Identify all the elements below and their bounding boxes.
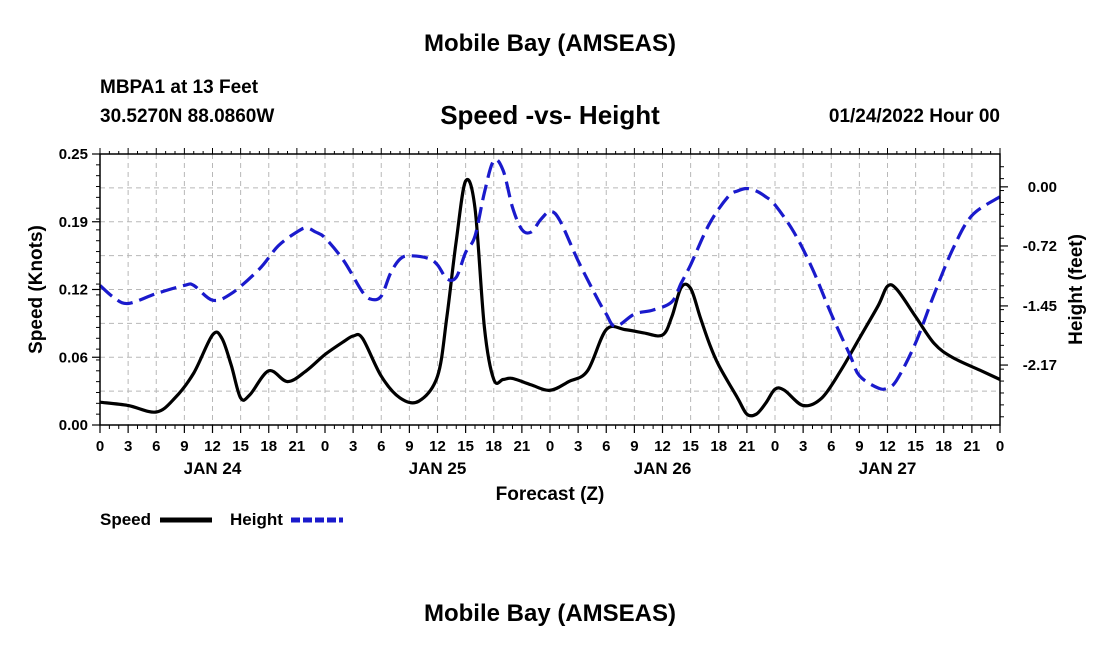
x-tick-label: 0: [321, 438, 329, 455]
chart-title: Mobile Bay (AMSEAS): [423, 30, 677, 57]
y-left-tick-label: 0.00: [59, 417, 88, 434]
x-tick-label: 0: [96, 438, 104, 455]
x-tick-label: 21: [514, 438, 531, 455]
legend-speed-label: Speed: [100, 510, 151, 529]
day-label: JAN 26: [634, 459, 692, 478]
x-tick-label: 12: [654, 438, 671, 455]
day-label: JAN 25: [409, 459, 467, 478]
x-tick-label: 6: [152, 438, 160, 455]
x-tick-label: 9: [630, 438, 638, 455]
y-left-tick-label: 0.19: [59, 214, 88, 231]
x-tick-label: 18: [710, 438, 727, 455]
x-tick-label: 21: [964, 438, 981, 455]
x-tick-label: 21: [739, 438, 756, 455]
x-tick-label: 3: [124, 438, 132, 455]
y-left-tick-label: 0.25: [59, 146, 88, 163]
x-tick-label: 0: [546, 438, 554, 455]
y-right-tick-label: -0.72: [1023, 238, 1057, 255]
x-tick-label: 9: [855, 438, 863, 455]
x-tick-label: 18: [485, 438, 502, 455]
axis-ticks: [92, 148, 1008, 433]
x-tick-label: 3: [799, 438, 807, 455]
x-tick-label: 6: [377, 438, 385, 455]
x-tick-label: 12: [204, 438, 221, 455]
height-series-line: [98, 157, 1001, 391]
forecast-timestamp: 01/24/2022 Hour 00: [828, 106, 1000, 127]
y-right-tick-label: 0.00: [1028, 179, 1057, 196]
x-tick-label: 3: [349, 438, 357, 455]
x-tick-label: 0: [771, 438, 779, 455]
y-left-tick-label: 0.06: [59, 349, 88, 366]
x-tick-label: 21: [289, 438, 306, 455]
station-coordinates: 30.5270N 88.0860W: [100, 106, 275, 127]
x-tick-label: 15: [457, 438, 474, 455]
x-tick-label: 0: [996, 438, 1004, 455]
x-axis-title: Forecast (Z): [496, 484, 605, 505]
station-label: MBPA1 at 13 Feet: [100, 77, 259, 98]
legend: Speed Height: [100, 510, 343, 529]
y-right-tick-label: -1.45: [1023, 298, 1057, 315]
x-tick-label: 15: [232, 438, 249, 455]
x-tick-label: 12: [429, 438, 446, 455]
chart-subtitle: Speed -vs- Height: [440, 100, 660, 130]
footer-title: Mobile Bay (AMSEAS): [423, 600, 677, 627]
y-axis-right-title: Height (feet): [1066, 234, 1087, 345]
day-label: JAN 24: [184, 459, 242, 478]
speed-series-line: [99, 178, 1001, 418]
x-tick-label: 9: [405, 438, 413, 455]
x-tick-label: 12: [879, 438, 896, 455]
legend-height-label: Height: [230, 510, 283, 529]
y-left-tick-label: 0.12: [59, 282, 88, 299]
x-tick-label: 15: [682, 438, 699, 455]
y-axis-left-title: Speed (Knots): [26, 225, 47, 354]
axis-labels: 0 3 6 9 12 15 18 21 0 3 6 9 12 15 18 21 0 3 6 9 12 15 18 21 0 3 6 9…: [59, 146, 1057, 478]
x-tick-label: 18: [260, 438, 277, 455]
x-tick-label: 15: [907, 438, 924, 455]
x-tick-label: 3: [574, 438, 582, 455]
x-tick-label: 6: [602, 438, 610, 455]
x-tick-label: 18: [935, 438, 952, 455]
series-group: [98, 157, 1001, 418]
day-label: JAN 27: [859, 459, 917, 478]
x-tick-label: 6: [827, 438, 835, 455]
x-tick-label: 9: [180, 438, 188, 455]
y-right-tick-label: -2.17: [1023, 357, 1057, 374]
